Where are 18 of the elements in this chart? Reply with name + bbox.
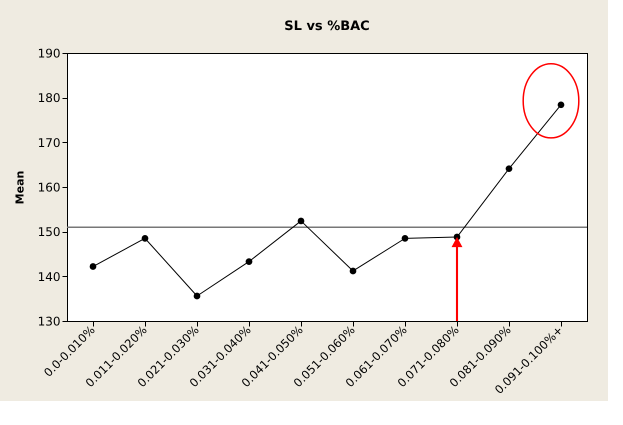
y-tick-label: 150 [38,225,60,240]
y-tick-label: 140 [38,270,60,284]
y-tick-label: 170 [38,136,60,150]
point [90,263,96,270]
y-axis-title: Mean [14,170,27,204]
point [298,218,304,224]
y-tick-label: 130 [38,314,60,328]
y-tick-label: 180 [38,91,60,106]
point [402,235,408,242]
point [142,235,148,242]
point [246,258,252,265]
y-tick-label: 190 [38,46,60,60]
point [506,165,512,172]
y-tick-label: 160 [38,180,60,194]
point [194,292,200,300]
point [558,101,564,108]
chart-title: SL vs %BAC [284,19,370,34]
point [350,268,356,274]
